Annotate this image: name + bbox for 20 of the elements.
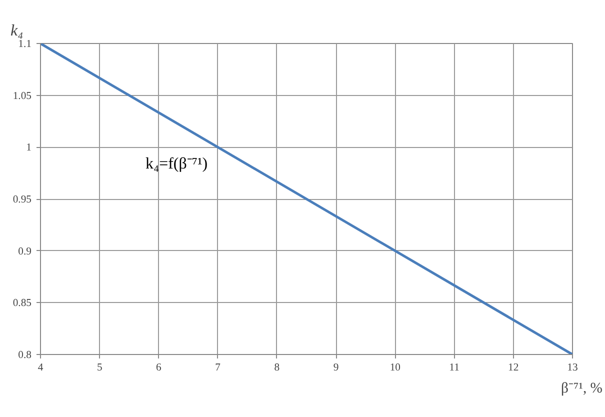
y-tick-label: 0.9: [18, 246, 32, 258]
x-tick-label: 8: [274, 362, 280, 374]
x-tick-label: 9: [333, 362, 339, 374]
x-tick-label: 6: [156, 362, 162, 374]
x-tick-label: 10: [390, 362, 400, 374]
series-label: k₄=f(β⁻⁷¹): [146, 156, 208, 172]
x-tick-label: 12: [508, 362, 519, 374]
y-tick-label: 0.95: [12, 194, 32, 206]
x-tick-label: 13: [567, 362, 578, 374]
y-axis-title: k₄: [10, 22, 24, 40]
y-tick-label: 0.85: [12, 298, 32, 310]
x-tick-label: 7: [215, 362, 222, 374]
x-tick-label: 11: [449, 362, 460, 374]
y-tick-label: 1.1: [18, 39, 32, 50]
y-tick-label: 1: [26, 142, 32, 154]
y-tick-label: 0.8: [18, 350, 32, 361]
x-tick-label: 5: [96, 362, 102, 374]
y-tick-label: 1.05: [12, 90, 32, 102]
x-axis-title: β⁻⁷¹, %: [561, 380, 603, 396]
x-tick-label: 4: [38, 362, 44, 374]
